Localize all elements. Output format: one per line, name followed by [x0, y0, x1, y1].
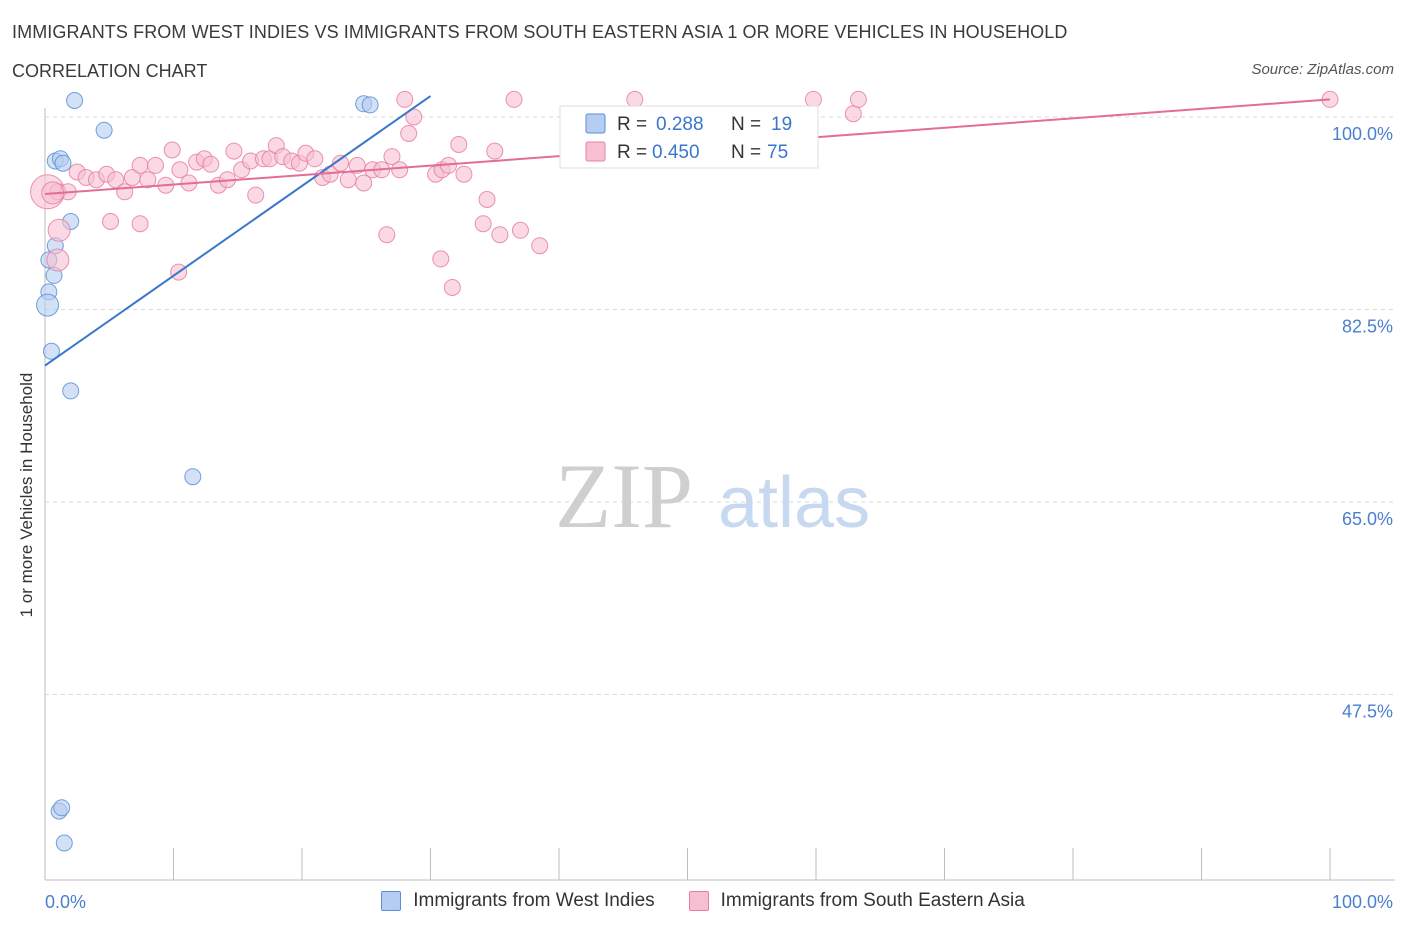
stats-n-label-2: N = [731, 142, 761, 163]
south-eastern-asia-point [116, 183, 134, 201]
south-eastern-asia-point [378, 226, 396, 244]
west-indies-point [62, 382, 80, 400]
south-eastern-asia-point [147, 156, 165, 174]
south-eastern-asia-point [225, 142, 243, 160]
south-eastern-asia-point [46, 248, 70, 272]
south-eastern-asia-point [355, 174, 373, 192]
west-indies-point [66, 92, 84, 109]
y-tick-label: 65.0% [1342, 509, 1393, 529]
stats-legend: R = 0.288 N = 19 R = 0.450 N = 75 [559, 105, 819, 169]
south-eastern-asia-point [450, 136, 468, 153]
south-eastern-asia-point [455, 165, 473, 183]
south-eastern-asia-point [348, 156, 366, 174]
source-label: Source: ZipAtlas.com [1251, 61, 1394, 78]
west-indies-point [53, 799, 71, 817]
south-eastern-asia-point [405, 108, 423, 126]
south-eastern-asia-point [844, 105, 862, 123]
south-eastern-asia-point [131, 156, 149, 174]
west-indies-trendline [44, 95, 432, 367]
south-eastern-asia-point [478, 191, 496, 208]
south-eastern-asia-point [306, 150, 324, 168]
legend-label-west-indies: Immigrants from West Indies [413, 890, 655, 911]
south-eastern-asia-point [486, 142, 504, 160]
tick-labels: 100.0% 82.5% 65.0% 47.5% 0.0% 100.0% [45, 124, 1393, 912]
stats-r-value-1: 0.288 [656, 114, 704, 135]
south-eastern-asia-point [491, 226, 509, 244]
stats-n-value-1: 19 [771, 114, 792, 135]
south-eastern-asia-point [139, 171, 157, 189]
stats-legend-pink-swatch [585, 141, 606, 162]
legend-item-west-indies: Immigrants from West Indies [381, 890, 655, 912]
watermark-zip: ZIP [555, 445, 693, 547]
south-eastern-asia-point [202, 155, 220, 173]
stats-r-label-2: R = [617, 142, 647, 163]
watermark-atlas: atlas [718, 463, 870, 543]
chart-title: IMMIGRANTS FROM WEST INDIES VS IMMIGRANT… [12, 22, 1068, 42]
legend-item-south-eastern-asia: Immigrants from South Eastern Asia [688, 890, 1025, 912]
south-eastern-asia-point [432, 250, 450, 268]
south-eastern-asia-point [396, 90, 414, 108]
south-eastern-asia-point [383, 148, 401, 166]
chart-subtitle: CORRELATION CHART [12, 61, 208, 81]
gridlines [45, 116, 1395, 695]
x-tick-label-end: 100.0% [1332, 892, 1393, 912]
south-eastern-asia-point [505, 90, 523, 108]
legend-swatch-blue [381, 891, 402, 911]
south-eastern-asia-point [47, 218, 71, 242]
south-eastern-asia-point [107, 171, 125, 189]
south-eastern-asia-point [443, 279, 461, 296]
west-indies-point [361, 96, 379, 114]
south-eastern-asia-point [339, 171, 357, 189]
south-eastern-asia-point [474, 215, 492, 233]
south-eastern-asia-point [804, 90, 822, 108]
west-indies-point [36, 293, 60, 317]
stats-n-label-1: N = [731, 114, 761, 135]
south-eastern-asia-point [131, 215, 149, 233]
south-eastern-asia-point [391, 161, 409, 179]
south-eastern-asia-point [332, 154, 350, 172]
west-indies-point [42, 342, 60, 360]
stats-r-value-2: 0.450 [652, 142, 700, 163]
y-tick-label: 100.0% [1332, 124, 1393, 144]
west-indies-point [95, 121, 113, 139]
south-eastern-asia-point [849, 90, 867, 108]
stats-legend-blue-swatch [585, 113, 606, 134]
south-eastern-asia-point [531, 237, 549, 255]
south-eastern-asia-point [171, 161, 189, 179]
west-indies-point [55, 834, 73, 852]
stats-r-label-1: R = [617, 114, 647, 135]
south-eastern-asia-point [247, 186, 265, 204]
west-indies-point [184, 468, 202, 486]
y-tick-label: 47.5% [1342, 702, 1393, 722]
y-tick-label: 82.5% [1342, 317, 1393, 337]
legend-label-south-eastern-asia: Immigrants from South Eastern Asia [720, 890, 1025, 911]
legend-swatch-pink [688, 891, 709, 911]
axes [44, 108, 1395, 881]
south-eastern-asia-point [511, 221, 529, 239]
south-eastern-asia-point [626, 90, 644, 108]
south-eastern-asia-point [163, 141, 181, 159]
bottom-legend: Immigrants from West Indies Immigrants f… [0, 890, 1406, 912]
south-eastern-asia-point [400, 125, 418, 142]
west-indies-point [54, 154, 72, 172]
x-tick-label-start: 0.0% [45, 892, 86, 912]
south-eastern-asia-point [102, 213, 120, 230]
stats-n-value-2: 75 [767, 142, 788, 163]
y-axis-title: 1 or more Vehicles in Household [17, 372, 36, 618]
